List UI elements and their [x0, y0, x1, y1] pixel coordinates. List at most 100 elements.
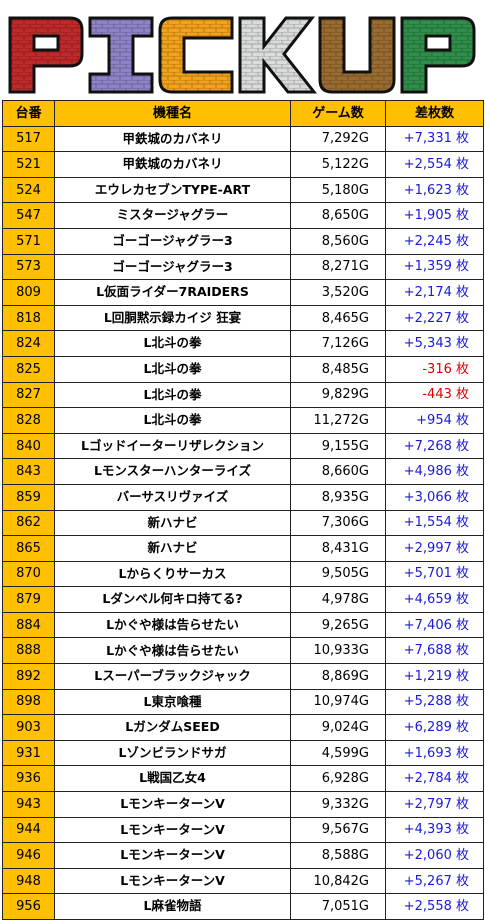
machine-name-cell: 甲鉄城のカバネリ — [54, 151, 291, 178]
machine-name-cell: Lかぐや様は告らせたい — [54, 637, 291, 665]
logo-letter-k — [238, 16, 318, 94]
table-row: 946 LモンキーターンV 8,588G +2,060 枚 — [2, 842, 484, 869]
game-count-cell: 8,660G — [290, 458, 386, 485]
machine-number-cell: 517 — [2, 125, 55, 153]
machine-number-cell: 524 — [2, 176, 55, 204]
game-count-cell: 3,520G — [290, 279, 386, 306]
game-count-cell: 10,842G — [290, 867, 386, 895]
coin-difference-cell: +2,227 枚 — [385, 304, 484, 332]
game-count-cell: 8,431G — [290, 535, 386, 562]
coin-difference-cell: +7,688 枚 — [385, 637, 484, 665]
table-row: 862 新ハナビ 7,306G +1,554 枚 — [2, 509, 484, 537]
machine-name-cell: L北斗の拳 — [54, 381, 291, 409]
logo-letter-u — [318, 16, 396, 94]
logo-letter-p — [8, 16, 84, 94]
machine-number-cell: 859 — [2, 483, 55, 511]
coin-difference-cell: +1,219 枚 — [385, 663, 484, 690]
machine-name-cell: LガンダムSEED — [54, 714, 291, 741]
table-row: 888 Lかぐや様は告らせたい 10,933G +7,688 枚 — [2, 637, 484, 665]
game-count-cell: 10,974G — [290, 688, 386, 716]
coin-difference-cell: +1,905 枚 — [385, 202, 484, 229]
machine-number-cell: 870 — [2, 560, 55, 588]
table-row: 944 LモンキーターンV 9,567G +4,393 枚 — [2, 816, 484, 844]
table-row: 809 L仮面ライダー7RAIDERS 3,520G +2,174 枚 — [2, 279, 484, 306]
coin-difference-cell: +954 枚 — [385, 407, 484, 434]
table-row: 828 L北斗の拳 11,272G +954 枚 — [2, 407, 484, 434]
table-row: 524 エウレカセブンTYPE-ART 5,180G +1,623 枚 — [2, 176, 484, 204]
pickup-table: 台番 機種名 ゲーム数 差枚数 517 甲鉄城のカバネリ 7,292G +7,331 … — [2, 100, 484, 920]
machine-number-cell: 936 — [2, 765, 55, 793]
game-count-cell: 9,265G — [290, 611, 386, 639]
coin-difference-cell: +1,554 枚 — [385, 509, 484, 537]
table-row: 870 Lからくりサーカス 9,505G +5,701 枚 — [2, 560, 484, 588]
machine-number-cell: 828 — [2, 407, 55, 434]
game-count-cell: 8,869G — [290, 663, 386, 690]
game-count-cell: 9,505G — [290, 560, 386, 588]
machine-number-cell: 879 — [2, 586, 55, 613]
machine-name-cell: L仮面ライダー7RAIDERS — [54, 279, 291, 306]
game-count-cell: 5,122G — [290, 151, 386, 178]
table-row: 859 バーサスリヴァイズ 8,935G +3,066 枚 — [2, 483, 484, 511]
machine-number-cell: 547 — [2, 202, 55, 229]
table-row: 879 Lダンベル何キロ持てる? 4,978G +4,659 枚 — [2, 586, 484, 613]
machine-number-cell: 825 — [2, 355, 55, 383]
machine-name-cell: LモンキーターンV — [54, 791, 291, 818]
game-count-cell: 8,588G — [290, 842, 386, 869]
machine-number-cell: 956 — [2, 893, 55, 920]
coin-difference-cell: +2,245 枚 — [385, 227, 484, 255]
table-row: 521 甲鉄城のカバネリ 5,122G +2,554 枚 — [2, 151, 484, 178]
pickup-banner — [0, 0, 485, 100]
table-row: 892 Lスーパーブラックジャック 8,869G +1,219 枚 — [2, 663, 484, 690]
machine-number-cell: 571 — [2, 227, 55, 255]
game-count-cell: 7,292G — [290, 125, 386, 153]
game-count-cell: 8,485G — [290, 355, 386, 383]
machine-name-cell: L北斗の拳 — [54, 407, 291, 434]
coin-difference-cell: +2,060 枚 — [385, 842, 484, 869]
coin-difference-cell: +2,558 枚 — [385, 893, 484, 920]
coin-difference-cell: +2,797 枚 — [385, 791, 484, 818]
coin-difference-cell: +5,288 枚 — [385, 688, 484, 716]
machine-number-cell: 884 — [2, 611, 55, 639]
table-row: 840 Lゴッドイーターリザレクション 9,155G +7,268 枚 — [2, 432, 484, 460]
machine-name-cell: L戦国乙女4 — [54, 765, 291, 793]
machine-number-cell: 892 — [2, 663, 55, 690]
table-row: 825 L北斗の拳 8,485G -316 枚 — [2, 355, 484, 383]
coin-difference-cell: +5,701 枚 — [385, 560, 484, 588]
machine-name-cell: Lゾンビランドサガ — [54, 739, 291, 767]
game-count-cell: 7,306G — [290, 509, 386, 537]
header-coin-difference: 差枚数 — [385, 100, 484, 127]
coin-difference-cell: -316 枚 — [385, 355, 484, 383]
machine-number-cell: 903 — [2, 714, 55, 741]
machine-name-cell: Lかぐや様は告らせたい — [54, 611, 291, 639]
coin-difference-cell: +2,174 枚 — [385, 279, 484, 306]
machine-number-cell: 946 — [2, 842, 55, 869]
machine-name-cell: エウレカセブンTYPE-ART — [54, 176, 291, 204]
machine-name-cell: Lスーパーブラックジャック — [54, 663, 291, 690]
coin-difference-cell: +1,359 枚 — [385, 253, 484, 281]
game-count-cell: 8,271G — [290, 253, 386, 281]
logo-letter-p2 — [400, 16, 476, 94]
machine-number-cell: 888 — [2, 637, 55, 665]
machine-number-cell: 809 — [2, 279, 55, 306]
game-count-cell: 9,567G — [290, 816, 386, 844]
table-row: 827 L北斗の拳 9,829G -443 枚 — [2, 381, 484, 409]
machine-number-cell: 573 — [2, 253, 55, 281]
machine-name-cell: LモンキーターンV — [54, 867, 291, 895]
coin-difference-cell: +5,267 枚 — [385, 867, 484, 895]
machine-name-cell: L北斗の拳 — [54, 355, 291, 383]
coin-difference-cell: +7,406 枚 — [385, 611, 484, 639]
coin-difference-cell: +7,268 枚 — [385, 432, 484, 460]
table-row: 573 ゴーゴージャグラー3 8,271G +1,359 枚 — [2, 253, 484, 281]
pickup-logo — [8, 16, 476, 94]
game-count-cell: 7,126G — [290, 330, 386, 357]
machine-name-cell: Lからくりサーカス — [54, 560, 291, 588]
machine-name-cell: L東京喰種 — [54, 688, 291, 716]
coin-difference-cell: +2,784 枚 — [385, 765, 484, 793]
machine-name-cell: Lダンベル何キロ持てる? — [54, 586, 291, 613]
table-row: 547 ミスタージャグラー 8,650G +1,905 枚 — [2, 202, 484, 229]
machine-number-cell: 862 — [2, 509, 55, 537]
header-machine-name: 機種名 — [54, 100, 291, 127]
game-count-cell: 9,024G — [290, 714, 386, 741]
coin-difference-cell: +7,331 枚 — [385, 125, 484, 153]
table-row: 936 L戦国乙女4 6,928G +2,784 枚 — [2, 765, 484, 793]
